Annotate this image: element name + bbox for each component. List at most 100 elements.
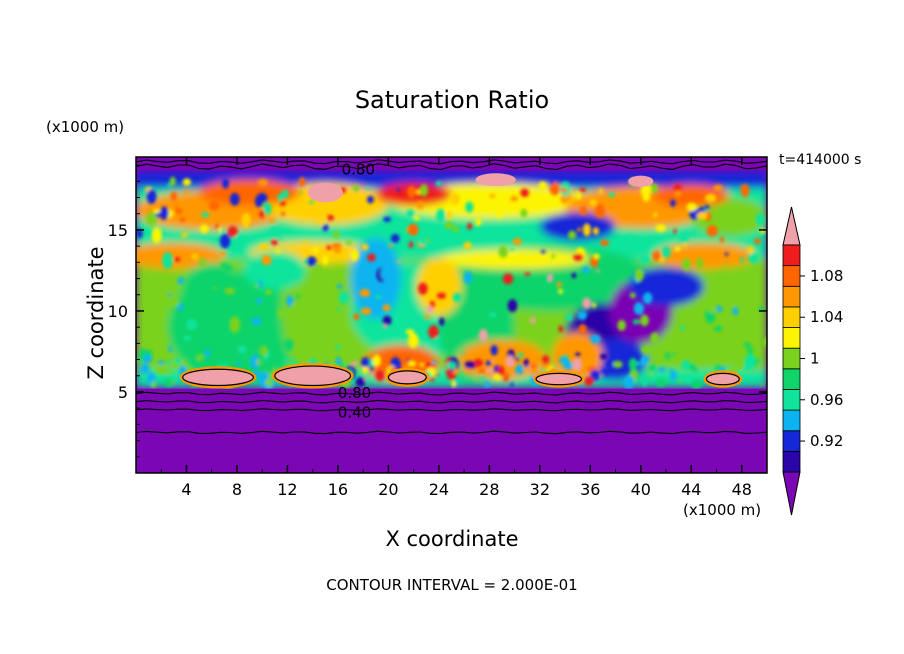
speckle <box>396 188 401 192</box>
speckle <box>626 234 634 245</box>
speckle <box>551 253 555 259</box>
speckle <box>136 228 143 239</box>
speckle <box>531 368 538 377</box>
speckle <box>463 241 472 250</box>
upper-pink-patch <box>475 173 516 187</box>
colorbar-swatch <box>782 265 801 287</box>
speckle <box>175 205 183 215</box>
speckle <box>218 226 222 233</box>
speckle <box>592 227 599 235</box>
speckle <box>719 366 726 372</box>
speckle <box>136 359 140 364</box>
speckle <box>509 248 514 252</box>
speckle <box>183 190 190 195</box>
speckle <box>556 281 563 287</box>
speckle <box>362 366 368 374</box>
x-tick-label: 44 <box>681 480 701 499</box>
speckle <box>336 284 342 289</box>
x-tick-label: 40 <box>631 480 651 499</box>
speckle <box>181 232 188 238</box>
speckle <box>152 208 161 214</box>
speckle <box>166 359 172 365</box>
speckle <box>219 233 231 249</box>
speckle <box>312 264 323 278</box>
speckle <box>407 223 419 236</box>
colorbar-label: 1.04 <box>810 308 843 326</box>
speckle <box>464 361 476 369</box>
speckle <box>159 206 169 220</box>
speckle <box>332 208 338 215</box>
speckle <box>310 200 314 204</box>
speckle <box>595 269 600 273</box>
speckle <box>517 352 524 358</box>
speckle <box>520 188 530 198</box>
speckle <box>418 239 428 246</box>
x-tick-label: 16 <box>328 480 348 499</box>
speckle <box>662 210 669 215</box>
speckle <box>683 243 687 248</box>
speckle <box>417 200 424 210</box>
x-tick-label: 12 <box>277 480 297 499</box>
speckle <box>407 360 417 367</box>
speckle <box>168 345 173 352</box>
speckle <box>507 299 518 313</box>
speckle <box>193 360 202 369</box>
speckle <box>229 316 241 333</box>
speckle <box>719 236 725 243</box>
colorbar-swatch <box>782 430 801 452</box>
contour-line <box>136 159 767 165</box>
speckle <box>151 381 157 389</box>
x-tick-label: 8 <box>232 480 242 499</box>
speckle <box>151 227 162 244</box>
speckle <box>496 210 503 219</box>
speckle <box>327 214 335 221</box>
z-axis-units: (x1000 m) <box>46 118 125 136</box>
speckle <box>291 302 298 311</box>
speckle <box>598 187 604 195</box>
speckle <box>523 358 529 368</box>
colorbar-swatch <box>782 368 801 390</box>
speckle <box>303 240 307 246</box>
speckle <box>339 290 349 305</box>
speckle <box>561 187 568 193</box>
speckle <box>277 193 284 202</box>
speckle <box>302 326 308 330</box>
speckle <box>741 313 746 317</box>
colorbar-swatch <box>782 347 801 370</box>
speckle <box>673 183 682 194</box>
speckle <box>740 184 750 198</box>
x-axis-units: (x1000 m) <box>683 501 762 519</box>
colorbar-swatch <box>782 389 801 411</box>
speckle <box>565 312 573 322</box>
speckle <box>743 342 751 348</box>
speckle <box>236 360 241 365</box>
speckle <box>696 257 704 269</box>
speckle <box>660 257 664 262</box>
speckle <box>439 317 445 326</box>
speckle <box>582 297 592 309</box>
speckle <box>653 212 657 218</box>
speckle <box>467 222 473 230</box>
speckle <box>577 227 581 233</box>
speckle <box>165 369 172 376</box>
speckle <box>427 305 433 314</box>
colorbar-label: 1.08 <box>810 267 843 285</box>
speckle <box>673 228 677 234</box>
speckle <box>629 362 637 373</box>
speckle <box>350 361 358 366</box>
speckle <box>584 376 594 386</box>
speckle <box>547 273 554 283</box>
speckle <box>183 336 192 341</box>
speckle <box>146 189 157 205</box>
time-label: t=414000 s <box>779 152 862 168</box>
x-tick-label: 32 <box>530 480 550 499</box>
speckle <box>578 323 587 335</box>
speckle <box>408 241 414 249</box>
speckle <box>250 347 260 354</box>
speckle <box>177 303 184 311</box>
speckle <box>732 306 739 316</box>
speckle <box>280 211 286 217</box>
speckle <box>360 357 370 368</box>
speckle <box>257 178 268 187</box>
